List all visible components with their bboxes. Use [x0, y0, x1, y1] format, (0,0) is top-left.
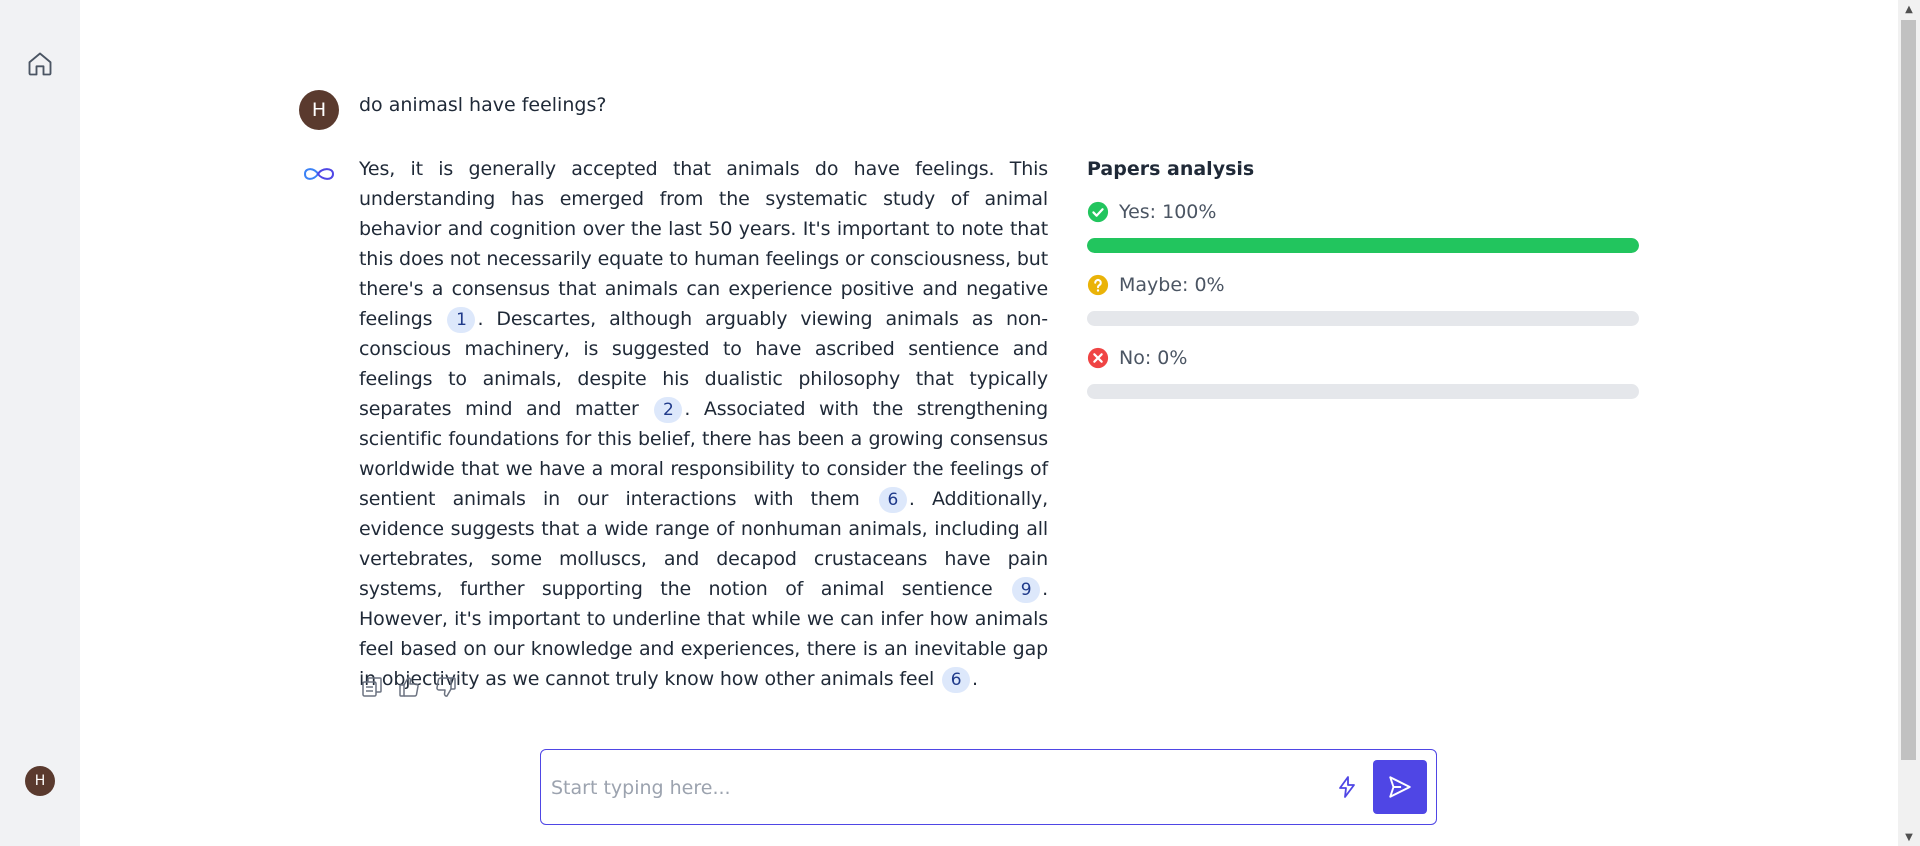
chat-main: H do animasl have feelings? Yes, it is g…	[80, 0, 1898, 846]
send-icon	[1389, 776, 1411, 798]
copy-button[interactable]	[359, 674, 385, 700]
scroll-thumb[interactable]	[1901, 20, 1916, 760]
answer-text-3: . Associated with the strengthening scie…	[359, 398, 1048, 510]
home-icon	[28, 52, 52, 76]
answer-actions	[359, 674, 459, 700]
user-avatar: H	[299, 90, 339, 130]
papers-bar-maybe	[1087, 311, 1639, 326]
home-button[interactable]	[24, 48, 56, 80]
papers-analysis-title: Papers analysis	[1087, 158, 1255, 180]
thumbs-down-button[interactable]	[433, 674, 459, 700]
scroll-up-arrow[interactable]: ▲	[1905, 3, 1913, 15]
thumbs-down-icon	[436, 677, 456, 697]
check-circle-icon	[1087, 201, 1109, 223]
bolt-button[interactable]	[1332, 772, 1362, 802]
citation-badge[interactable]: 6	[942, 667, 971, 693]
citation-badge[interactable]: 1	[447, 307, 476, 333]
send-button[interactable]	[1373, 760, 1427, 814]
answer-text-1: Yes, it is generally accepted that anima…	[359, 158, 1048, 330]
papers-row-maybe: Maybe: 0%	[1087, 273, 1639, 326]
user-initial: H	[311, 99, 327, 121]
infinity-loop-icon	[301, 162, 337, 186]
thumbs-up-icon	[399, 677, 419, 697]
message-composer	[540, 749, 1437, 825]
answer-text-5: . However, it's important to underline t…	[359, 578, 1048, 690]
question-circle-icon	[1087, 274, 1109, 296]
copy-icon	[362, 677, 382, 697]
sidebar: H	[0, 0, 80, 846]
page-scrollbar[interactable]: ▲ ▼	[1898, 0, 1920, 846]
papers-row-label: Maybe: 0%	[1119, 274, 1225, 296]
x-circle-icon	[1087, 347, 1109, 369]
sidebar-user-initial: H	[34, 773, 46, 789]
papers-bar-yes	[1087, 238, 1639, 253]
assistant-answer: Yes, it is generally accepted that anima…	[359, 154, 1048, 694]
sidebar-user-avatar[interactable]: H	[25, 766, 55, 796]
message-input[interactable]	[549, 768, 1313, 808]
citation-badge[interactable]: 6	[878, 487, 907, 513]
citation-badge[interactable]: 9	[1012, 577, 1041, 603]
user-message-text: do animasl have feelings?	[359, 94, 607, 116]
papers-row-yes: Yes: 100%	[1087, 200, 1639, 253]
papers-row-label: No: 0%	[1119, 347, 1188, 369]
papers-row-label: Yes: 100%	[1119, 201, 1217, 223]
papers-bar-no	[1087, 384, 1639, 399]
citation-badge[interactable]: 2	[654, 397, 683, 423]
scroll-down-arrow[interactable]: ▼	[1905, 831, 1913, 843]
papers-analysis-panel: Papers analysis Yes: 100% Maybe:	[1087, 158, 1639, 399]
bolt-icon	[1339, 776, 1355, 798]
papers-bar-fill	[1087, 238, 1639, 253]
thumbs-up-button[interactable]	[396, 674, 422, 700]
papers-row-no: No: 0%	[1087, 346, 1639, 399]
user-message: H do animasl have feelings?	[299, 90, 606, 130]
answer-text-2: . Descartes, although arguably viewing a…	[359, 308, 1048, 420]
answer-text-4: . Additionally, evidence suggests that a…	[359, 488, 1049, 600]
answer-text-6: .	[972, 668, 978, 690]
